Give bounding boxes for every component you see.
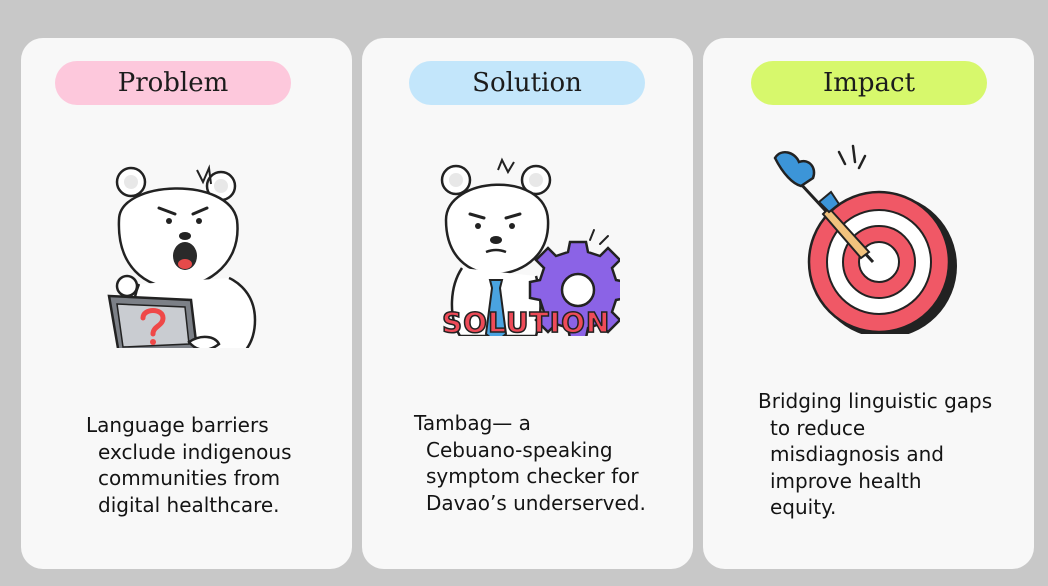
solution-text-line: symptom checker for (426, 464, 639, 488)
problem-text-line: digital healthcare. (98, 492, 280, 517)
impact-title: Impact (822, 68, 916, 98)
solution-text-line: Cebuano-speaking (426, 437, 613, 462)
solution-title-pill: Solution (409, 61, 645, 105)
solution-word: SOLUTION (441, 305, 611, 340)
impact-text-line: to reduce (770, 415, 866, 440)
bear-with-laptop-question-icon (107, 164, 257, 348)
solution-card: Solution SOLUTION Tambag— a Cebuano-spea… (362, 38, 693, 569)
dart-target-icon (773, 144, 957, 334)
bear-with-gear-solution-icon (440, 157, 620, 336)
impact-text: Bridging linguistic gaps to reduce misdi… (758, 388, 992, 521)
solution-text: Tambag— a Cebuano-speaking symptom check… (414, 410, 646, 516)
solution-text-line: Tambag— a (414, 411, 531, 435)
solution-title: Solution (472, 68, 582, 98)
problem-text: Language barriers exclude indigenous com… (86, 412, 292, 518)
impact-text-line: improve health (770, 468, 922, 493)
impact-text-line: misdiagnosis and (770, 442, 944, 466)
problem-card: Problem Language barriers ex (21, 38, 352, 569)
problem-text-line: communities from (98, 466, 281, 490)
impact-title-pill: Impact (751, 61, 987, 105)
impact-text-line: equity. (770, 495, 837, 519)
solution-text-line: Davao’s underserved. (426, 490, 646, 515)
impact-card: Impact Bridging linguistic gaps to reduc… (703, 38, 1034, 569)
problem-text-line: Language barriers (86, 413, 269, 437)
problem-title: Problem (117, 68, 229, 98)
problem-title-pill: Problem (55, 61, 291, 105)
impact-text-line: Bridging linguistic gaps (758, 389, 993, 413)
problem-text-line: exclude indigenous (98, 439, 292, 464)
